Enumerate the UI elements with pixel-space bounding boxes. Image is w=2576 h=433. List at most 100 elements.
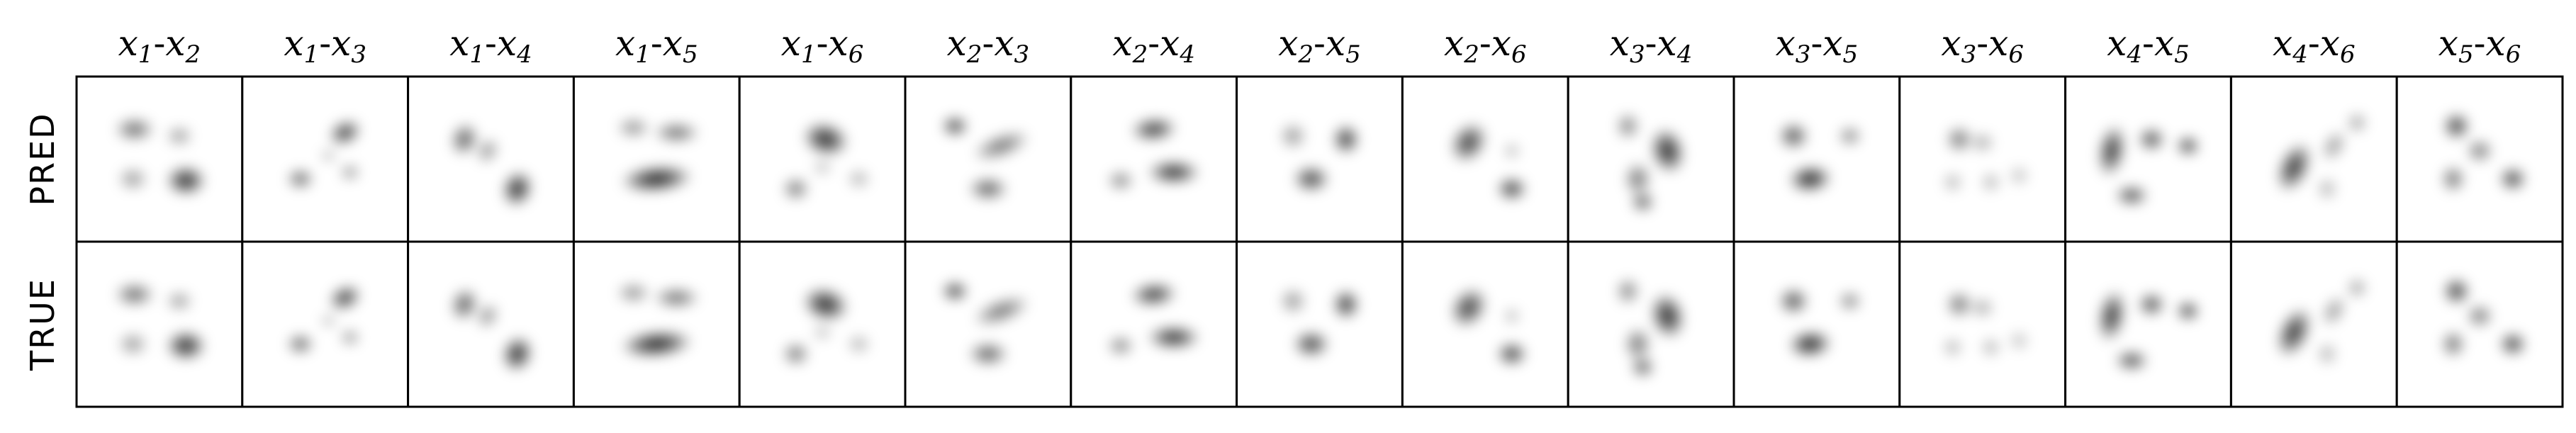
- density-blob: [502, 336, 533, 372]
- density-panel: [77, 242, 242, 407]
- column-title-symbol: x: [1822, 23, 1842, 64]
- column-title-subscript-a: 1: [304, 40, 320, 69]
- row-labels: PRED TRUE: [23, 112, 62, 371]
- density-blob: [476, 303, 499, 329]
- density-blob: [114, 283, 155, 306]
- density-blob: [476, 138, 499, 164]
- density-blob: [968, 177, 1008, 201]
- density-blob: [973, 296, 1030, 326]
- column-title-subscript-a: 2: [966, 40, 982, 69]
- density-blob: [2176, 135, 2200, 156]
- density-blob: [2347, 113, 2368, 133]
- panel-background: [1734, 77, 1900, 242]
- density-panel: [408, 77, 574, 242]
- density-blob: [2466, 139, 2493, 163]
- column-title-subscript-a: 2: [1297, 40, 1314, 69]
- density-blob: [1981, 337, 2001, 358]
- density-panel: [242, 77, 408, 242]
- panel-background: [77, 242, 242, 407]
- density-blob: [847, 169, 870, 189]
- density-panel: [1734, 242, 1900, 407]
- column-title-symbol: x: [1444, 23, 1464, 64]
- density-blob: [450, 288, 478, 321]
- density-blob: [2466, 304, 2493, 328]
- density-panel: [77, 77, 242, 242]
- density-blob: [2176, 300, 2200, 321]
- density-blobs: [286, 120, 362, 189]
- density-blob: [2499, 167, 2526, 191]
- column-title: x4-x6: [2273, 23, 2356, 69]
- density-blob: [812, 324, 833, 341]
- density-blobs: [1450, 122, 1527, 201]
- column-title-dash: -: [1479, 23, 1491, 64]
- column-title-symbol: x: [118, 23, 138, 64]
- density-blob: [2138, 128, 2165, 151]
- density-panel: [1402, 77, 1569, 242]
- column-title-symbol: x: [2438, 23, 2458, 64]
- column-title-subscript-b: 4: [516, 40, 532, 69]
- density-blob: [450, 123, 478, 156]
- density-blob: [1631, 192, 1654, 213]
- density-blob: [620, 165, 693, 193]
- density-blob: [320, 149, 337, 163]
- panel-background: [1236, 77, 1403, 242]
- density-blob: [1624, 327, 1652, 361]
- column-title: x4-x5: [2107, 23, 2190, 69]
- density-blob: [1496, 342, 1527, 366]
- column-title-dash: -: [485, 23, 497, 64]
- density-blob: [1450, 287, 1487, 328]
- density-blobs: [1450, 287, 1527, 366]
- density-blob: [1788, 330, 1832, 358]
- density-blobs: [2098, 289, 2200, 371]
- column-title: x1-x6: [781, 23, 864, 69]
- density-panel: [242, 242, 408, 407]
- column-title-symbol: x: [781, 23, 801, 64]
- density-blob: [1333, 124, 1360, 154]
- column-title-symbol: x: [1326, 23, 1345, 64]
- column-title: x1-x3: [284, 23, 366, 69]
- panel-background: [1568, 77, 1734, 242]
- density-blob: [2009, 330, 2029, 351]
- density-blob: [1616, 113, 1640, 140]
- density-panel: [1236, 77, 1403, 242]
- density-blobs: [2276, 278, 2368, 366]
- density-panel: [1070, 242, 1237, 407]
- column-title-symbol: x: [1278, 23, 1298, 64]
- density-blob: [286, 334, 314, 354]
- density-blobs: [941, 281, 1030, 366]
- density-blobs: [1279, 123, 1360, 193]
- density-blob: [166, 165, 206, 196]
- panel-background: [573, 242, 740, 407]
- density-blob: [2317, 342, 2338, 366]
- density-blobs: [1279, 288, 1360, 358]
- density-blob: [340, 164, 360, 181]
- density-blobs: [286, 285, 362, 354]
- density-blob: [2115, 185, 2149, 206]
- column-title-subscript-b: 5: [2174, 40, 2190, 69]
- column-title: x2-x3: [947, 23, 1030, 69]
- density-blob: [1838, 125, 1862, 146]
- column-title-symbol: x: [1988, 23, 2008, 64]
- density-blob: [2009, 165, 2029, 186]
- density-panel: [905, 77, 1071, 242]
- column-title-dash: -: [1810, 23, 1822, 64]
- density-blob: [1147, 160, 1201, 184]
- density-blobs: [1616, 278, 1685, 378]
- density-blob: [329, 285, 362, 311]
- density-panel: [1236, 242, 1403, 407]
- column-title: x2-x6: [1444, 23, 1527, 69]
- density-blob: [973, 130, 1030, 161]
- density-blob: [1279, 123, 1306, 150]
- column-title-symbol: x: [1776, 23, 1796, 64]
- density-blobs: [941, 116, 1030, 201]
- density-blob: [782, 177, 810, 201]
- density-blob: [1503, 142, 1521, 159]
- column-title-subscript-b: 5: [683, 40, 698, 69]
- column-title-subscript-a: 1: [801, 40, 817, 69]
- density-panel: [2231, 242, 2397, 407]
- column-title-subscript-a: 4: [2292, 40, 2308, 69]
- density-blobs: [782, 122, 870, 201]
- panel-background: [1402, 242, 1569, 407]
- column-title-subscript-a: 1: [469, 40, 485, 69]
- density-panel: [2231, 77, 2397, 242]
